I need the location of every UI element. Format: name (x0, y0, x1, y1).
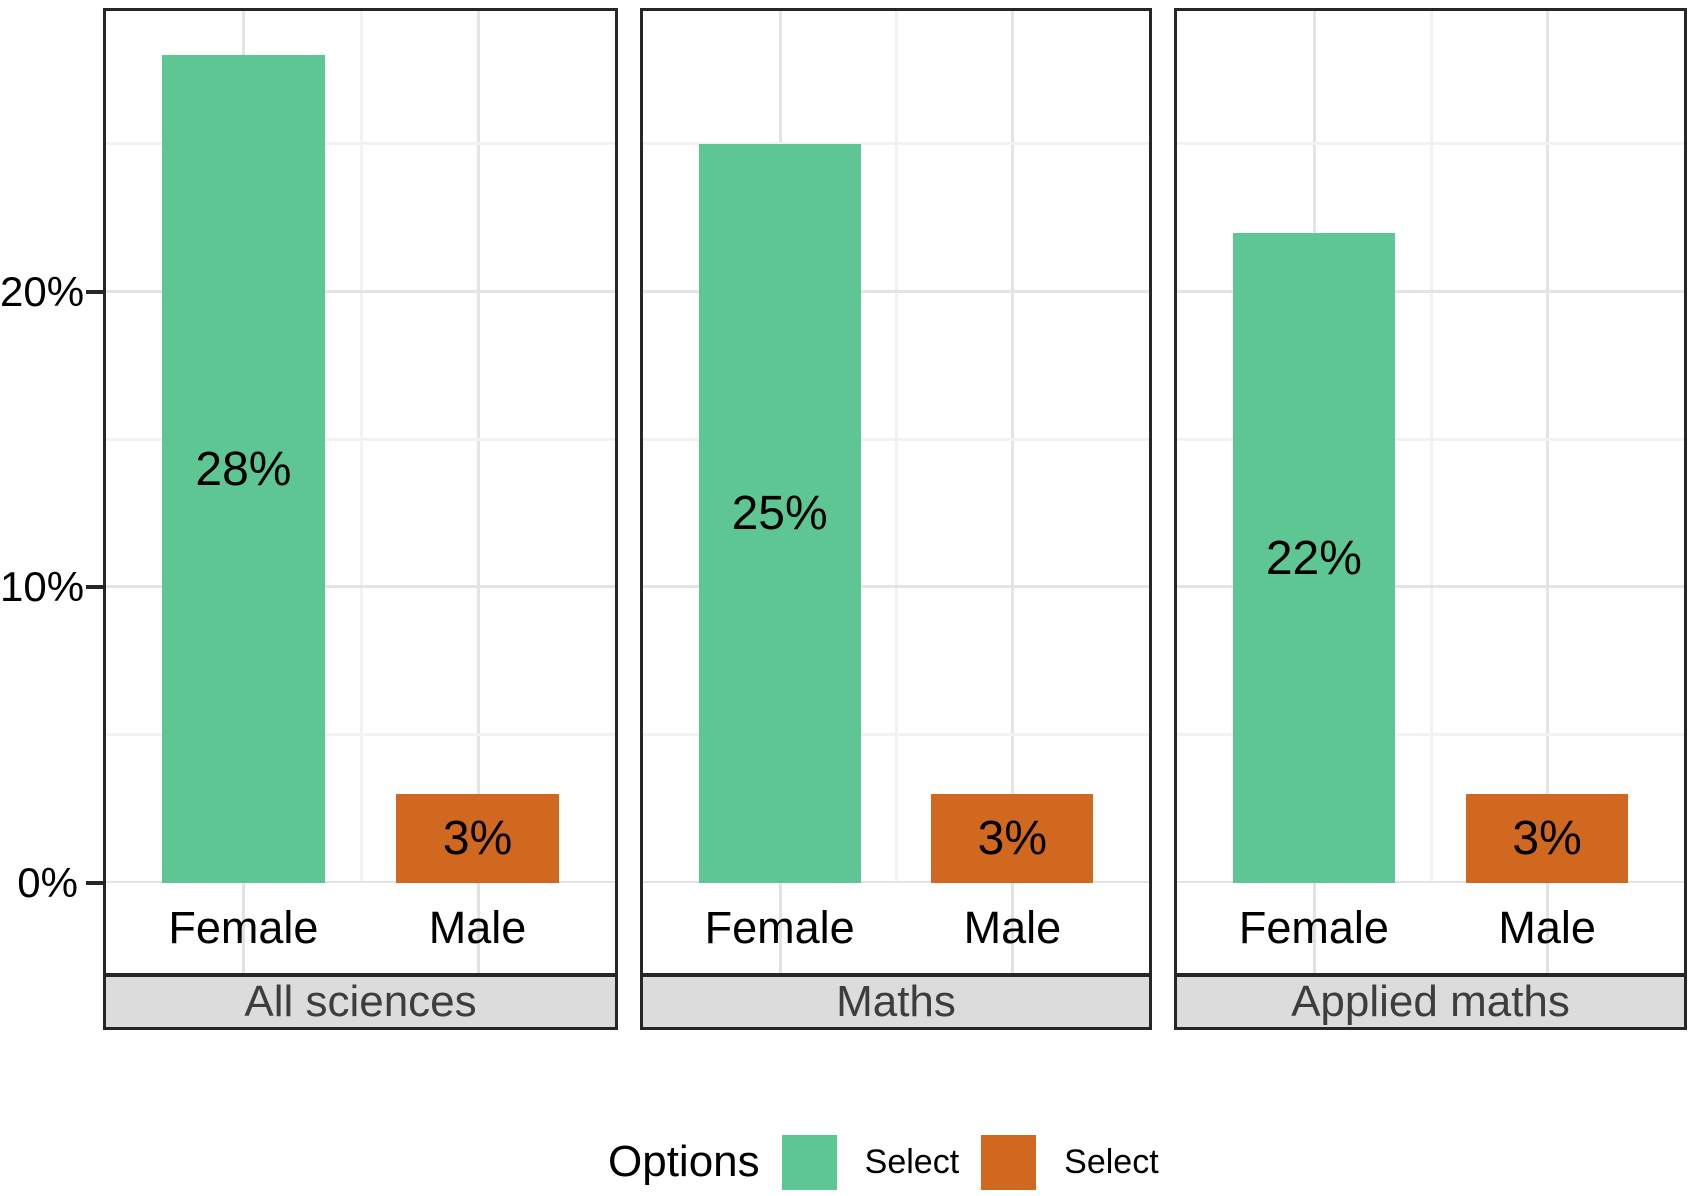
gridline-minor (359, 11, 363, 883)
y-axis-tick-mark (86, 290, 103, 294)
bar-female: 28% (161, 55, 325, 883)
facet-strip: Maths (640, 973, 1152, 1030)
x-category-label-female: Female (168, 902, 319, 953)
bar-value-label: 3% (977, 812, 1048, 865)
x-category-label-female: Female (704, 902, 855, 953)
gridline-minor (895, 11, 898, 883)
facet-strip-label: All sciences (244, 977, 477, 1026)
facet-strip: Applied maths (1174, 973, 1687, 1030)
gridline-minor (1011, 883, 1015, 973)
gridline-minor (1312, 883, 1316, 973)
facet-strip-label: Applied maths (1291, 977, 1570, 1026)
gridline-major (106, 881, 615, 883)
plot-area: 25% 3% (643, 11, 1149, 883)
gridline-major (643, 881, 1149, 883)
gridline-major (1546, 11, 1550, 883)
gridline-minor (643, 437, 1149, 441)
gridline-minor (476, 883, 480, 973)
gridline-major (643, 585, 1149, 589)
legend-item-label: Select (1064, 1142, 1159, 1181)
panel-box: 25% 3% Female Male (640, 8, 1152, 973)
bar-male: 3% (396, 794, 559, 883)
gridline-minor (1177, 142, 1684, 146)
x-category-label-male: Male (1498, 902, 1596, 953)
bar-female: 25% (698, 144, 861, 883)
panel-box: 28% 3% Female Male (103, 8, 618, 973)
bar-male: 3% (931, 794, 1094, 883)
gridline-minor (106, 142, 615, 146)
bar-male: 3% (1465, 794, 1629, 883)
y-axis-tick-mark (86, 585, 103, 589)
bar-value-label: 28% (195, 442, 292, 496)
gridline-minor (778, 883, 782, 973)
gridline-minor (1177, 733, 1684, 737)
gridline-major (476, 11, 480, 883)
plot-area: 28% 3% (106, 11, 615, 883)
bar-value-label: 3% (1512, 812, 1582, 865)
legend-swatch-green (781, 1134, 837, 1190)
facet-panel-all-sciences: 28% 3% Female Male All sciences (103, 8, 618, 1030)
gridline-minor (242, 883, 246, 973)
legend-title: Options (608, 1137, 760, 1186)
gridline-minor (643, 733, 1149, 737)
x-category-label-male: Male (963, 902, 1062, 953)
bar-value-label: 22% (1265, 531, 1362, 585)
gridline-minor (1546, 883, 1550, 973)
gridline-minor (1429, 11, 1433, 883)
facet-strip-label: Maths (836, 977, 956, 1026)
bar-value-label: 25% (731, 487, 828, 540)
y-axis-tick-label: 10% (0, 563, 85, 610)
x-category-label-male: Male (428, 902, 527, 953)
legend: Options Select Select (608, 1131, 1159, 1193)
legend-swatch-orange (981, 1134, 1037, 1190)
gridline-minor (106, 733, 615, 737)
gridline-minor (643, 142, 1149, 146)
gridline-major (1011, 11, 1015, 883)
facet-strip: All sciences (103, 973, 618, 1030)
facet-panel-maths: 25% 3% Female Male Maths (640, 8, 1152, 1030)
gridline-minor (1177, 437, 1684, 441)
x-category-label-female: Female (1238, 902, 1389, 953)
facet-panel-applied-maths: 22% 3% Female Male Applied maths (1174, 8, 1687, 1030)
y-axis-tick-label: 20% (0, 268, 85, 315)
plot-area: 22% 3% (1177, 11, 1684, 883)
gridline-minor (106, 437, 615, 441)
legend-item-label: Select (864, 1142, 960, 1181)
bar-female: 22% (1232, 233, 1395, 883)
gridline-major (106, 585, 615, 589)
gridline-major (1177, 289, 1684, 293)
x-axis-labels: Female Male (643, 883, 1149, 973)
y-axis-tick-label: 0% (17, 859, 78, 906)
bar-value-label: 3% (442, 812, 513, 865)
x-axis-labels: Female Male (1177, 883, 1684, 973)
gridline-major (1177, 881, 1684, 883)
gridline-major (643, 289, 1149, 293)
panel-box: 22% 3% Female Male (1174, 8, 1687, 973)
x-axis-labels: Female Male (106, 883, 615, 973)
y-axis-tick-mark (86, 881, 103, 885)
gridline-major (106, 289, 615, 293)
gridline-major (1177, 585, 1684, 589)
